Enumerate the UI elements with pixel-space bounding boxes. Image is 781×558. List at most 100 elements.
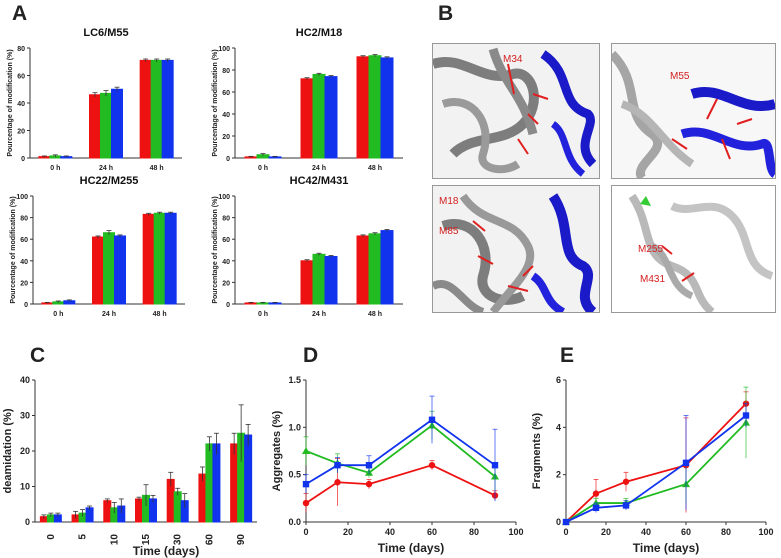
y-tick-label: 0 — [21, 156, 25, 163]
x-tick-label: 24 h — [312, 311, 326, 318]
x-tick-label: 24 h — [102, 311, 116, 318]
y-tick-label: 60 — [20, 237, 28, 244]
chart-title: HC42/M431 — [290, 175, 349, 187]
data-point — [623, 479, 629, 485]
x-tick-label: 48 h — [150, 165, 164, 172]
bar — [154, 213, 165, 304]
bar — [165, 213, 176, 304]
x-tick-label: 48 h — [153, 311, 167, 318]
x-axis-label: Time (days) — [633, 541, 699, 555]
data-point — [303, 481, 309, 487]
bar — [101, 93, 112, 158]
y-tick-label: 100 — [218, 194, 230, 201]
x-tick-label: 0 h — [258, 165, 268, 172]
bar — [301, 261, 313, 304]
y-tick-label: 40 — [222, 259, 230, 266]
data-point — [302, 447, 310, 454]
structure-ribbon-2 — [612, 44, 775, 178]
y-tick-label: 0 — [226, 302, 230, 309]
data-point — [593, 490, 599, 496]
residue-label: M85 — [439, 226, 458, 237]
y-axis-label: Pourcentage of modification (%) — [212, 196, 219, 303]
x-tick-label: 48 h — [368, 165, 382, 172]
bar — [206, 444, 213, 522]
y-axis-label: Pourcentage of modification (%) — [7, 49, 14, 156]
y-tick-label: 20 — [17, 129, 25, 136]
bar — [369, 56, 381, 158]
x-tick-label: 20 — [343, 527, 353, 537]
residue-label: M55 — [670, 71, 689, 82]
x-tick-label: 5 — [78, 534, 89, 540]
y-tick-label: 1.5 — [288, 375, 301, 385]
y-tick-label: 100 — [218, 46, 230, 53]
bar — [136, 499, 143, 522]
y-tick-label: 40 — [20, 259, 28, 266]
bar — [104, 501, 111, 522]
y-tick-label: 20 — [20, 446, 30, 456]
data-point — [429, 462, 435, 468]
data-point — [429, 417, 435, 423]
y-tick-label: 0 — [25, 517, 30, 527]
y-tick-label: 60 — [17, 74, 25, 81]
y-tick-label: 2 — [556, 470, 561, 480]
series-line — [306, 465, 495, 503]
x-tick-label: 0 h — [258, 311, 268, 318]
x-tick-label: 24 h — [99, 165, 113, 172]
x-tick-label: 20 — [601, 527, 611, 537]
y-tick-label: 60 — [222, 237, 230, 244]
residue-label: M34 — [503, 54, 522, 65]
x-tick-label: 0 — [46, 534, 57, 540]
y-tick-label: 60 — [222, 90, 230, 97]
bar — [112, 89, 123, 158]
y-tick-label: 80 — [222, 216, 230, 223]
data-point — [492, 462, 498, 468]
bar — [104, 233, 115, 304]
bar — [86, 508, 93, 522]
x-tick-label: 24 h — [312, 165, 326, 172]
y-tick-label: 4 — [556, 422, 561, 432]
structure-image-2: M55 — [611, 43, 776, 179]
y-axis-label: Pourcentage of modification (%) — [10, 196, 17, 303]
x-tick-label: 100 — [508, 527, 523, 537]
y-axis-label: Aggregates (%) — [271, 410, 283, 491]
bar — [301, 79, 313, 158]
data-point — [743, 412, 749, 418]
data-point — [334, 462, 340, 468]
data-point — [623, 502, 629, 508]
bar — [325, 77, 337, 158]
chart-title: HC2/M18 — [296, 27, 342, 39]
data-point — [334, 479, 340, 485]
bar — [313, 254, 325, 304]
bar — [140, 60, 151, 158]
bar — [115, 236, 126, 304]
bar — [325, 256, 337, 304]
bar — [231, 444, 238, 522]
bar — [199, 474, 206, 522]
chart-title: HC22/M255 — [80, 175, 139, 187]
y-tick-label: 20 — [20, 280, 28, 287]
x-tick-label: 60 — [427, 527, 437, 537]
y-tick-label: 80 — [20, 216, 28, 223]
y-tick-label: 40 — [17, 101, 25, 108]
bar — [143, 214, 154, 304]
structure-ribbon-4 — [612, 186, 775, 312]
y-tick-label: 0 — [556, 517, 561, 527]
y-tick-label: 0.5 — [288, 470, 301, 480]
x-tick-label: 10 — [109, 534, 120, 546]
y-tick-label: 100 — [16, 194, 28, 201]
bar — [93, 237, 104, 304]
y-tick-label: 0 — [24, 302, 28, 309]
x-tick-label: 90 — [236, 534, 247, 546]
bar — [357, 236, 369, 304]
data-point — [303, 500, 309, 506]
y-tick-label: 20 — [222, 134, 230, 141]
bar — [90, 95, 101, 158]
y-tick-label: 10 — [20, 482, 30, 492]
bar — [174, 492, 181, 522]
y-tick-label: 30 — [20, 411, 30, 421]
x-tick-label: 60 — [204, 534, 215, 546]
data-point — [563, 519, 569, 525]
bar — [313, 74, 325, 158]
y-axis-label: deamidation (%) — [2, 408, 14, 493]
residue-label: M18 — [439, 196, 458, 207]
